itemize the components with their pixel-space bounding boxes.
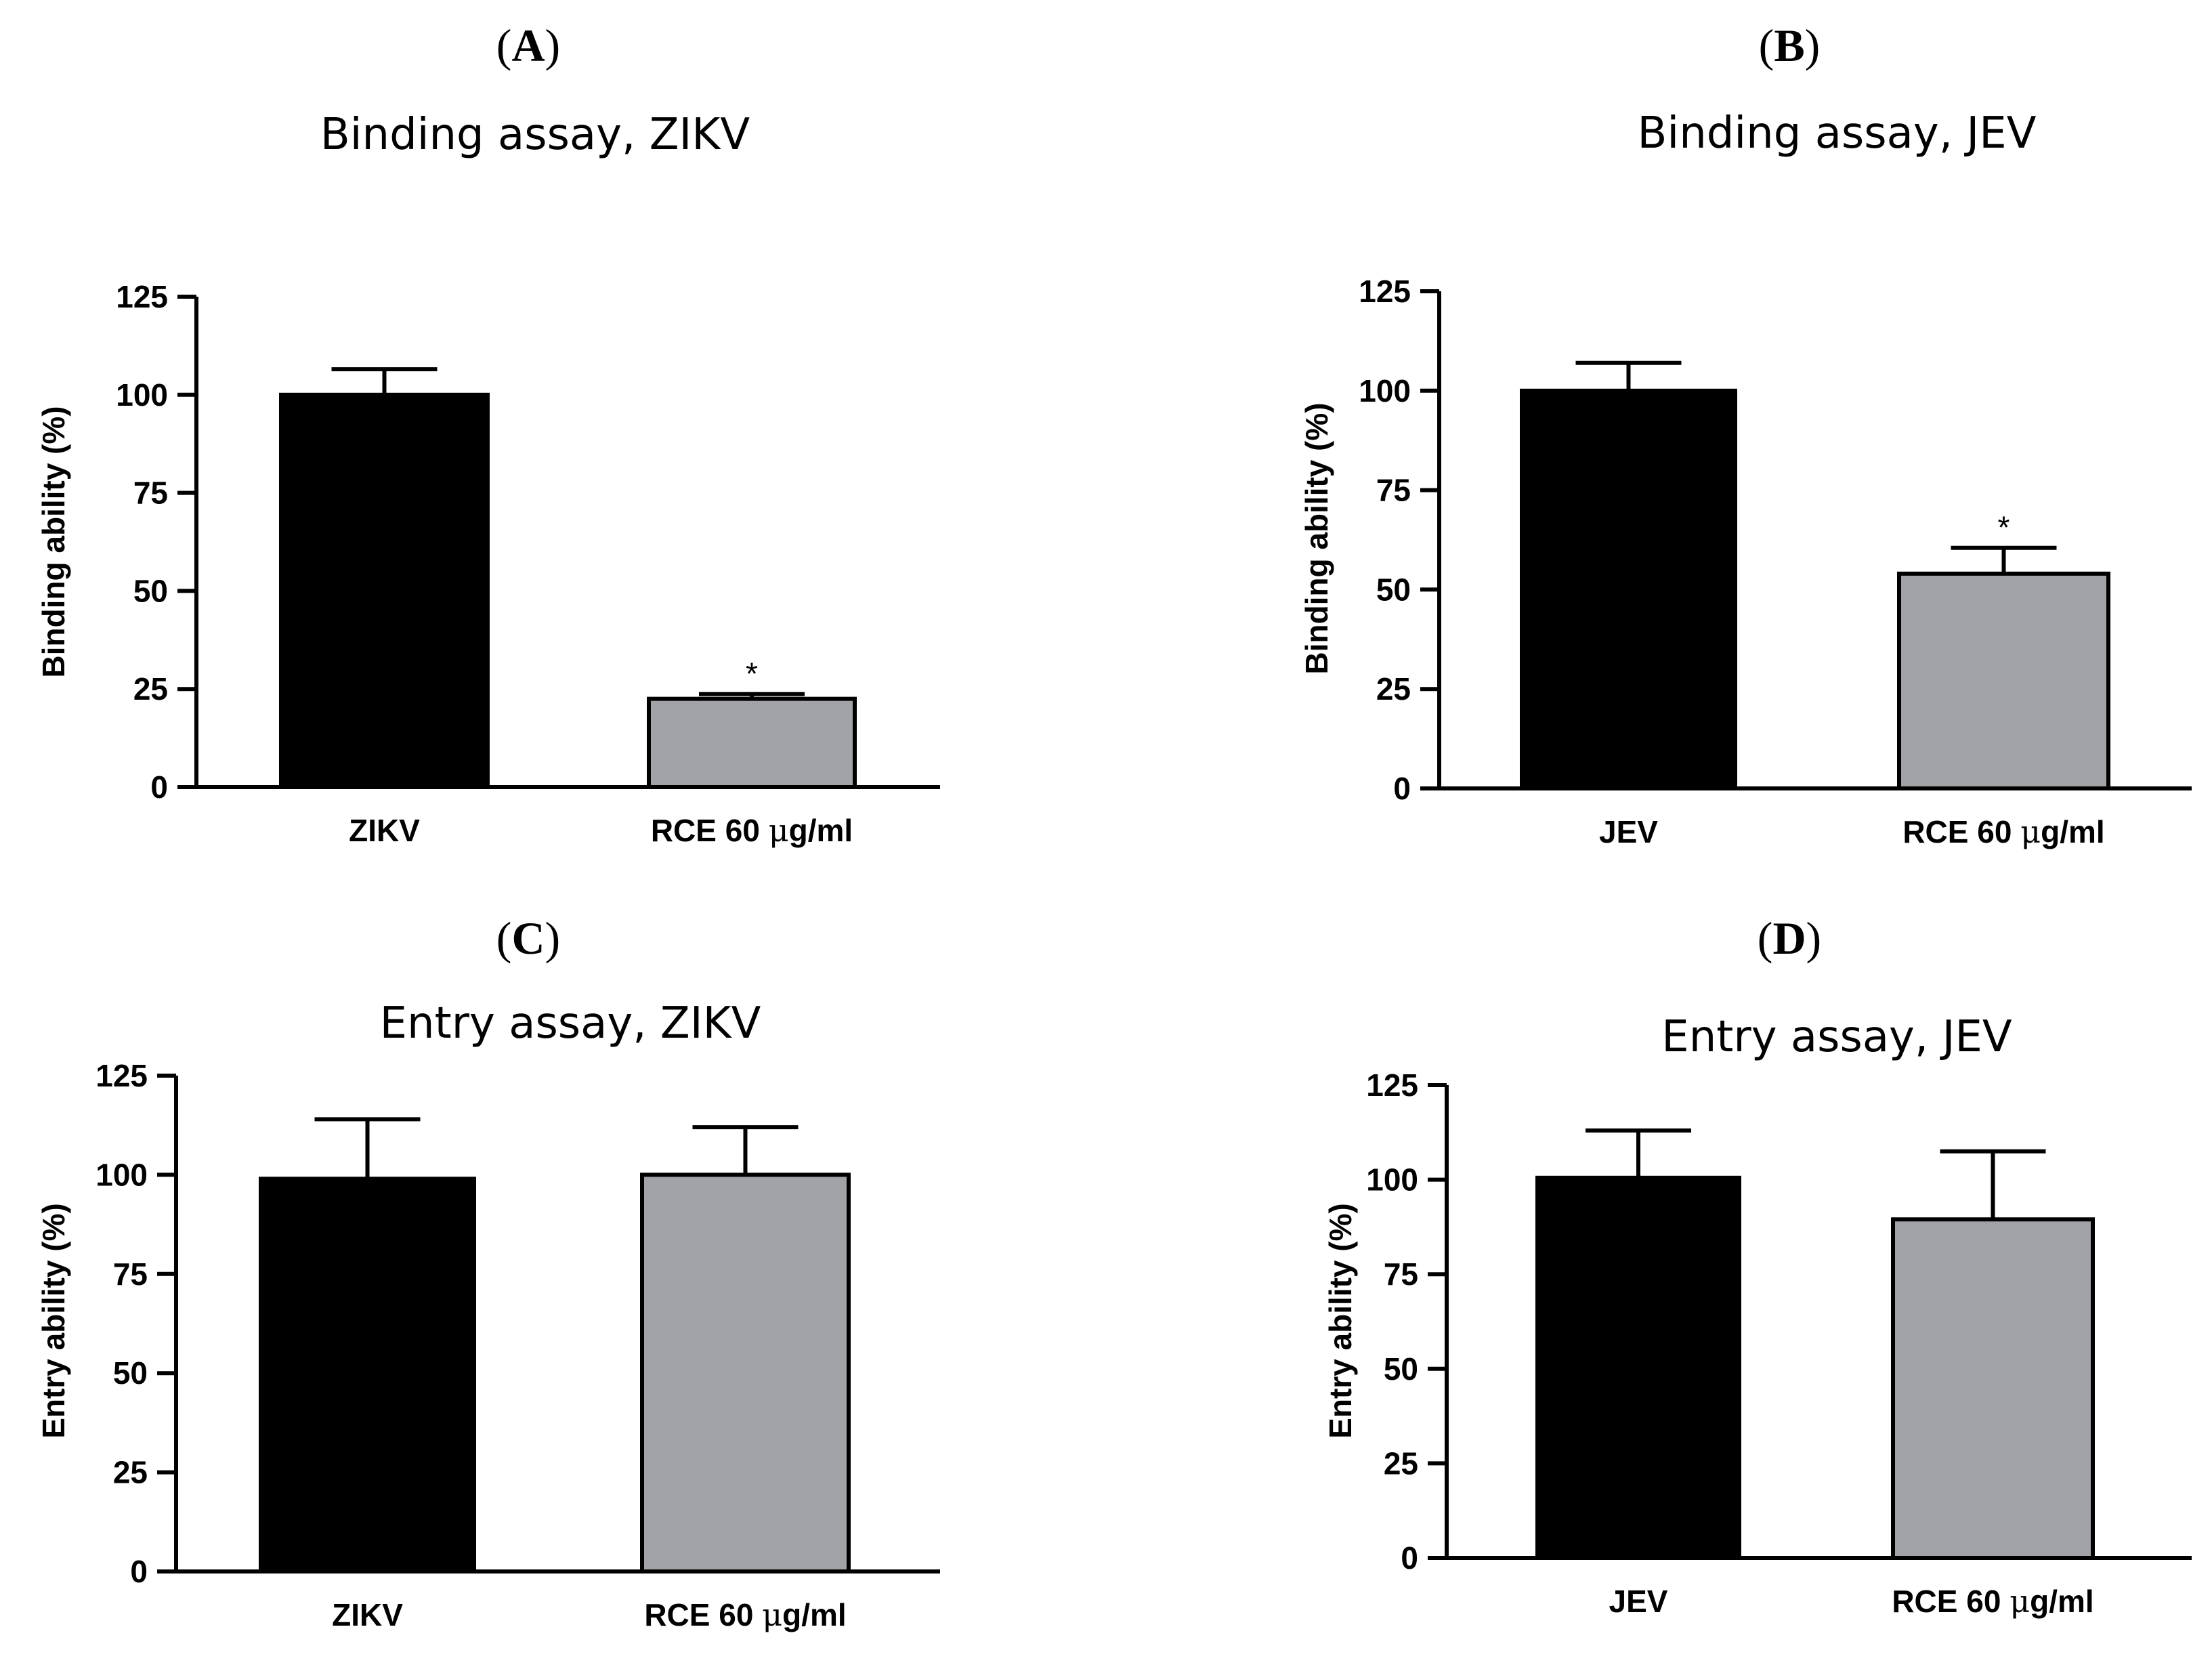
panel-d-plot: JEV RCE 60 μg/ml 0 25 50 75 100 125 Entry abilit… (1323, 1068, 2192, 1620)
panel-c-ytick-label: 100 (95, 1157, 148, 1192)
panel-a-ytick-label: 0 (150, 769, 168, 805)
panel-b-ytick-label: 0 (1393, 771, 1411, 806)
panel-a-significance-2: * (746, 656, 758, 692)
panel-d-category-1: JEV (1609, 1584, 1668, 1619)
panel-c-ytick-label: 0 (130, 1554, 148, 1589)
panel-c-title: Entry assay, ZIKV (380, 998, 761, 1049)
panel-c-category-2: RCE 60 μg/ml (644, 1597, 846, 1633)
panel-c-category-1: ZIKV (332, 1597, 403, 1632)
panel-c: (C) Entry assay, ZIKV ZIKV RCE 60 μg/ml 0 2… (36, 912, 940, 1633)
panel-a-bar-2 (647, 696, 857, 790)
panel-d-category-2: RCE 60 μg/ml (1892, 1583, 2093, 1620)
panel-c-ylabel: Entry ability (%) (36, 1203, 71, 1439)
panel-b: (B) Binding assay, JEV JEV * RCE 60 μg/ml 0… (1299, 20, 2192, 850)
panel-a-label: (A) (496, 20, 560, 71)
panel-b-ytick-label: 25 (1376, 671, 1411, 706)
panel-b-plot: JEV * RCE 60 μg/ml 0 25 50 75 100 125 Binding abi… (1299, 274, 2192, 850)
panel-d-title: Entry assay, JEV (1661, 1012, 2012, 1062)
panel-d-ytick-label: 125 (1366, 1068, 1418, 1103)
panel-c-bar-1 (259, 1177, 476, 1573)
panel-c-ytick-label: 125 (95, 1058, 148, 1093)
panel-a-bar-1 (279, 392, 490, 789)
panel-b-title: Binding assay, JEV (1638, 108, 2037, 159)
panel-b-ytick-label: 100 (1359, 373, 1411, 408)
panel-b-ytick-label: 125 (1359, 274, 1411, 309)
panel-b-ytick-label: 75 (1376, 473, 1411, 508)
panel-a-plot: ZIKV * RCE 60 μg/ml 0 25 50 75 100 125 Binding ab… (36, 279, 940, 849)
panel-a-ytick-label: 100 (116, 377, 168, 413)
panel-b-significance-2: * (1998, 510, 2010, 545)
panel-b-bar-1 (1520, 388, 1737, 790)
panel-b-ylabel: Binding ability (%) (1299, 402, 1334, 674)
panel-d-bar-1 (1535, 1175, 1741, 1560)
panel-a-title: Binding assay, ZIKV (320, 110, 750, 160)
panel-c-bar-2 (640, 1172, 851, 1573)
panel-a-ytick-label: 25 (133, 671, 168, 706)
panel-c-ytick-label: 75 (113, 1256, 148, 1292)
panel-b-ytick-label: 50 (1376, 572, 1411, 607)
panel-c-label: (C) (496, 912, 560, 964)
panel-a-ylabel: Binding ability (%) (36, 406, 71, 677)
panel-c-plot: ZIKV RCE 60 μg/ml 0 25 50 75 100 125 Entry abili… (36, 1058, 940, 1633)
panel-a: (A) Binding assay, ZIKV ZIKV * RCE 60 μg/m… (36, 20, 940, 849)
panel-a-category-1: ZIKV (349, 813, 420, 848)
panel-d: (D) Entry assay, JEV JEV RCE 60 μg/ml 0 25 5… (1323, 912, 2192, 1620)
panel-d-ytick-label: 100 (1366, 1162, 1418, 1198)
panel-c-ytick-label: 25 (113, 1455, 148, 1490)
panel-b-category-1: JEV (1599, 814, 1658, 849)
panel-d-ytick-label: 0 (1401, 1540, 1418, 1576)
panel-a-ytick-label: 50 (133, 573, 168, 608)
panel-d-ytick-label: 75 (1384, 1256, 1418, 1292)
panel-b-label: (B) (1759, 20, 1821, 71)
panel-c-ytick-label: 50 (113, 1355, 148, 1391)
panel-d-ytick-label: 25 (1384, 1445, 1418, 1481)
panel-b-bar-2 (1897, 571, 2110, 790)
panel-d-ytick-label: 50 (1384, 1351, 1418, 1387)
panel-a-category-2: RCE 60 μg/ml (651, 812, 853, 849)
panel-a-ytick-label: 125 (116, 279, 168, 314)
panel-b-category-2: RCE 60 μg/ml (1902, 814, 2104, 850)
panel-d-label: (D) (1758, 912, 1821, 964)
panel-d-bar-2 (1891, 1217, 2095, 1561)
panel-a-ytick-label: 75 (133, 476, 168, 511)
panel-d-ylabel: Entry ability (%) (1323, 1203, 1358, 1439)
